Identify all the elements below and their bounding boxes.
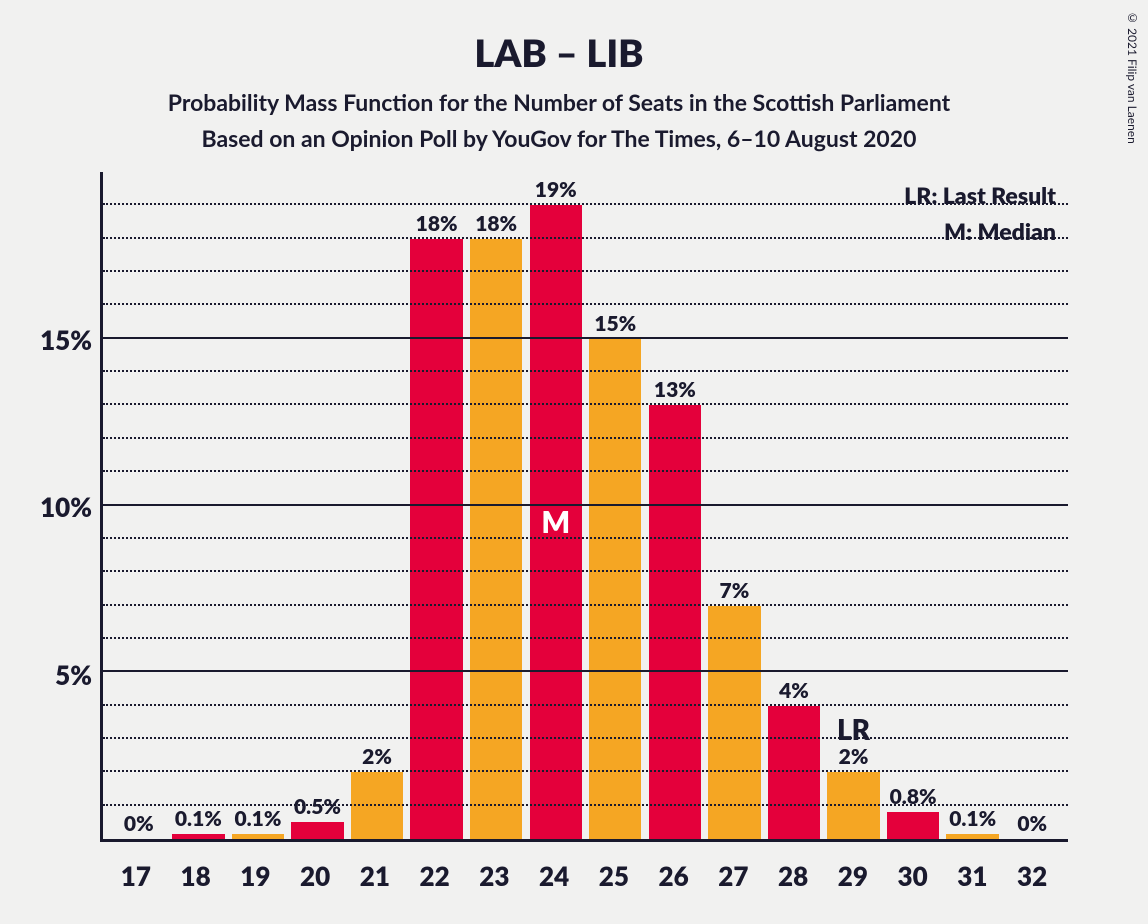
chart-container: LAB – LIB Probability Mass Function for …: [0, 0, 1148, 924]
bar: 0.1%: [232, 834, 284, 839]
x-tick-label: 18: [166, 842, 226, 900]
grid-minor: [103, 737, 1068, 739]
bar-value-label: 13%: [654, 377, 696, 402]
bar-value-label: 4%: [779, 678, 809, 703]
grid-minor: [103, 704, 1068, 706]
plot-region: LR: Last Result M: Median 0%0.1%0.1%0.5%…: [100, 172, 1068, 842]
median-marker: M: [541, 504, 570, 540]
grid-minor: [103, 637, 1068, 639]
copyright-text: © 2021 Filip van Laenen: [1125, 10, 1140, 144]
bar: 19%M: [530, 205, 582, 839]
x-tick-label: 20: [285, 842, 345, 900]
bar-value-label: 19%: [535, 177, 577, 202]
last-result-marker: LR: [837, 712, 870, 746]
x-tick-label: 27: [704, 842, 764, 900]
x-tick-label: 29: [823, 842, 883, 900]
grid-minor: [103, 203, 1068, 205]
x-tick-label: 28: [763, 842, 823, 900]
bar-value-label: 0%: [1017, 811, 1047, 836]
grid-major: [103, 670, 1068, 672]
y-tick-label: 10%: [30, 491, 92, 523]
x-tick-label: 19: [226, 842, 286, 900]
chart-title: LAB – LIB: [30, 30, 1088, 76]
x-tick-label: 17: [106, 842, 166, 900]
y-tick-label: 5%: [30, 659, 92, 691]
grid-minor: [103, 270, 1068, 272]
x-tick-label: 22: [405, 842, 465, 900]
grid-major: [103, 337, 1068, 339]
grid-minor: [103, 604, 1068, 606]
grid-major: [103, 504, 1068, 506]
bar-value-label: 18%: [475, 211, 517, 236]
y-tick-label: 15%: [30, 324, 92, 356]
bar: 2%LR: [827, 772, 879, 839]
bar-value-label: 0.1%: [175, 806, 222, 831]
bar-value-label: 2%: [839, 744, 869, 769]
bar: 0.1%: [172, 834, 224, 839]
bar-value-label: 2%: [362, 744, 392, 769]
bar-value-label: 18%: [416, 211, 458, 236]
bar: 0.8%: [887, 812, 939, 839]
x-tick-label: 30: [883, 842, 943, 900]
grid-minor: [103, 437, 1068, 439]
bar: 2%: [351, 772, 403, 839]
bar-value-label: 0.5%: [294, 794, 341, 819]
bar-value-label: 0.1%: [234, 806, 281, 831]
grid-minor: [103, 237, 1068, 239]
y-axis: 5% 10% 15%: [30, 172, 92, 842]
grid-minor: [103, 570, 1068, 572]
x-tick-label: 26: [644, 842, 704, 900]
bar-value-label: 0.1%: [949, 806, 996, 831]
bar-value-label: 0%: [124, 811, 154, 836]
x-tick-label: 21: [345, 842, 405, 900]
x-tick-label: 23: [465, 842, 525, 900]
x-tick-label: 25: [584, 842, 644, 900]
x-axis: 17181920212223242526272829303132: [100, 842, 1068, 900]
x-tick-label: 31: [943, 842, 1003, 900]
bar: 15%: [589, 339, 641, 839]
bar-value-label: 7%: [720, 578, 750, 603]
bar: 0.5%: [291, 822, 343, 839]
bar: 0.1%: [946, 834, 998, 839]
chart-subtitle-1: Probability Mass Function for the Number…: [30, 88, 1088, 116]
grid-minor: [103, 537, 1068, 539]
x-tick-label: 32: [1002, 842, 1062, 900]
x-tick-label: 24: [524, 842, 584, 900]
bar-value-label: 15%: [594, 311, 636, 336]
grid-minor: [103, 303, 1068, 305]
grid-minor: [103, 370, 1068, 372]
chart-subtitle-2: Based on an Opinion Poll by YouGov for T…: [30, 124, 1088, 152]
grid-minor: [103, 403, 1068, 405]
grid-minor: [103, 804, 1068, 806]
grid-minor: [103, 470, 1068, 472]
grid-minor: [103, 770, 1068, 772]
chart-plot-area: 5%10%15% LR: Last Result M: Median 0%0.1…: [100, 172, 1068, 900]
